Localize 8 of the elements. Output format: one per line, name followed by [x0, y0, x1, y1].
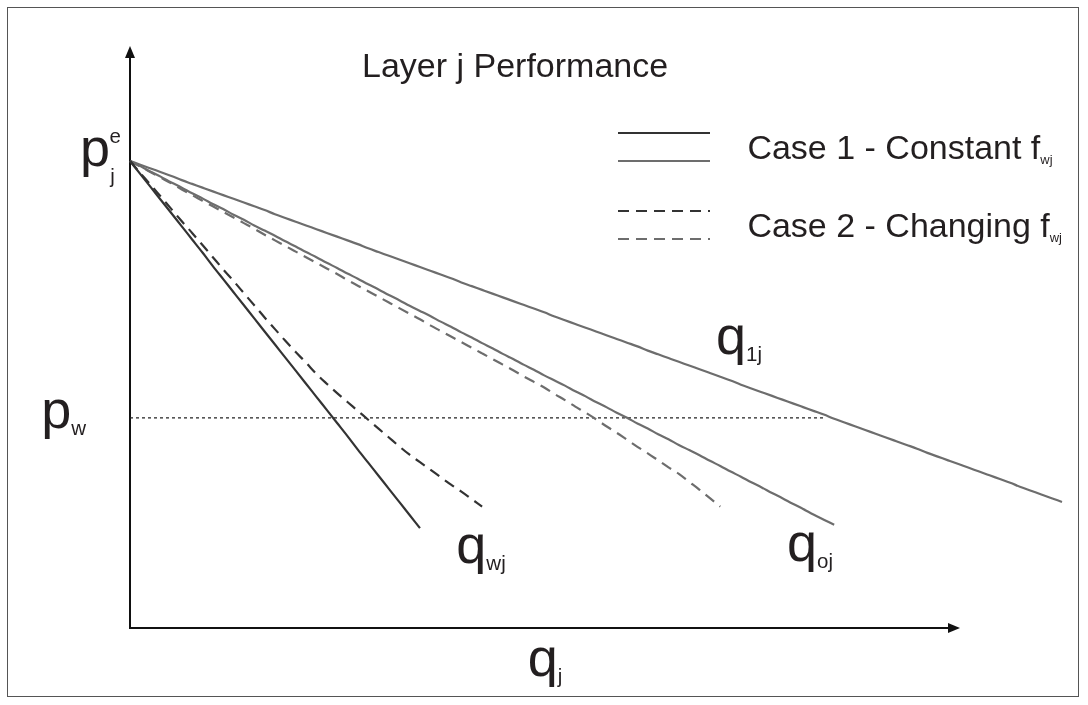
legend-label: Case 2 - Changing f$_{wj}$ — [747, 206, 1062, 245]
chart-title: Layer j Performance — [362, 46, 669, 84]
legend-label: Case 1 - Constant f$_{wj}$ — [747, 128, 1053, 167]
text: p$_{w}$ — [41, 379, 86, 440]
annotation: q$_{wj}$ — [456, 514, 506, 575]
x-axis-title: q$_{j}$ — [527, 627, 563, 688]
annotation: q$_{oj}$ — [786, 512, 834, 573]
annotation: q$_{1j}$ — [715, 305, 763, 366]
